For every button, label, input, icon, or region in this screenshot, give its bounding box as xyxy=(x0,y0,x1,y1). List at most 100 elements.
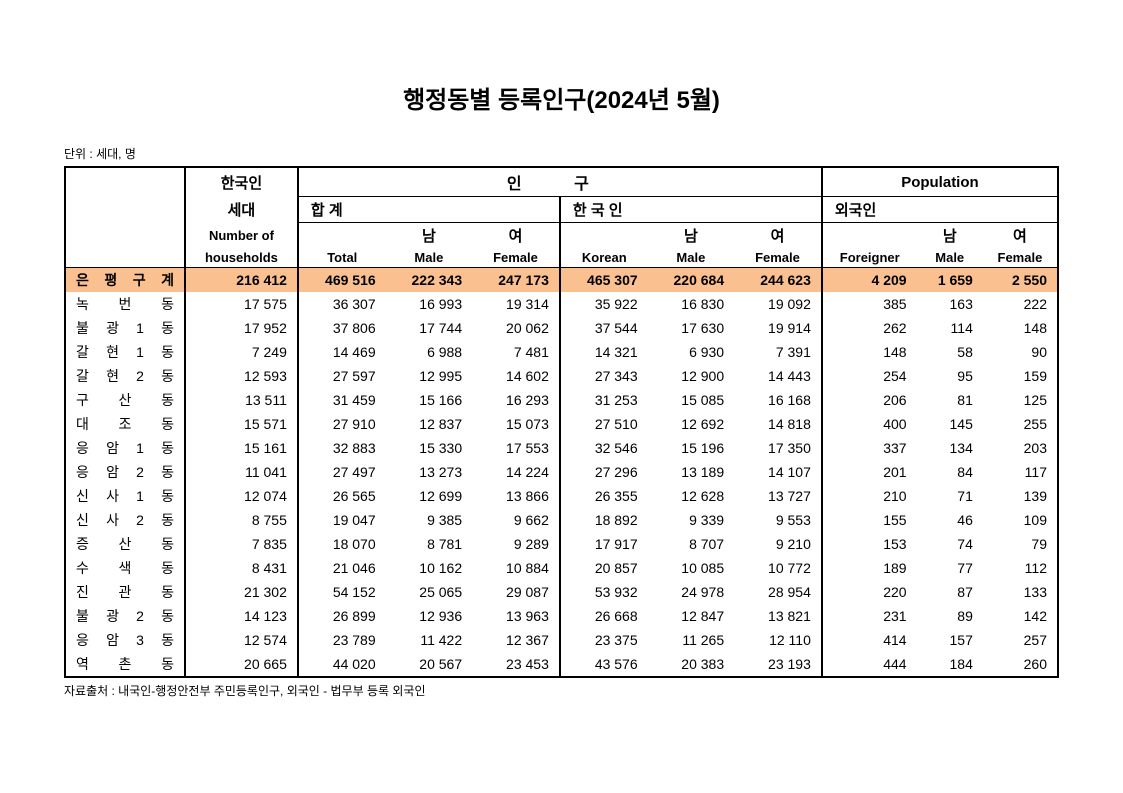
korean: 37 544 xyxy=(560,316,648,340)
total-female: 15 073 xyxy=(472,412,560,436)
korean-male: 16 830 xyxy=(648,292,734,316)
total: 44 020 xyxy=(298,652,386,677)
households: 12 074 xyxy=(185,484,298,508)
households: 21 302 xyxy=(185,580,298,604)
foreigner-male: 89 xyxy=(917,604,983,628)
total: 32 883 xyxy=(298,436,386,460)
total-female: 13 866 xyxy=(472,484,560,508)
col-for-female-kor: 여 xyxy=(983,223,1058,249)
col-foreign-eng: Foreigner xyxy=(822,248,917,268)
households: 13 511 xyxy=(185,388,298,412)
foreigner-male: 84 xyxy=(917,460,983,484)
foreigner-male: 95 xyxy=(917,364,983,388)
district-name: 증 산 동 xyxy=(65,532,185,556)
foreigner: 385 xyxy=(822,292,917,316)
foreigner-female: 159 xyxy=(983,364,1058,388)
foreigner-female: 112 xyxy=(983,556,1058,580)
korean: 32 546 xyxy=(560,436,648,460)
page-title: 행정동별 등록인구(2024년 5월) xyxy=(64,80,1059,115)
foreigner-female: 125 xyxy=(983,388,1058,412)
households: 216 412 xyxy=(185,268,298,293)
total: 14 469 xyxy=(298,340,386,364)
foreigner-female: 148 xyxy=(983,316,1058,340)
total-row: 은 평 구 계216 412469 516222 343247 173465 3… xyxy=(65,268,1058,293)
total-female: 13 963 xyxy=(472,604,560,628)
foreigner-male: 87 xyxy=(917,580,983,604)
district-name: 진 관 동 xyxy=(65,580,185,604)
korean-male: 9 339 xyxy=(648,508,734,532)
table-row: 역 촌 동20 66544 02020 56723 45343 57620 38… xyxy=(65,652,1058,677)
total-male: 15 166 xyxy=(386,388,472,412)
total: 26 899 xyxy=(298,604,386,628)
blank xyxy=(298,223,386,249)
households: 15 161 xyxy=(185,436,298,460)
district-name: 응 암 1 동 xyxy=(65,436,185,460)
col-for-female-eng: Female xyxy=(983,248,1058,268)
korean-male: 15 196 xyxy=(648,436,734,460)
col-total-female-kor: 여 xyxy=(472,223,560,249)
table-row: 신 사 2 동8 75519 0479 3859 66218 8929 3399… xyxy=(65,508,1058,532)
foreigner-female: 255 xyxy=(983,412,1058,436)
col-total-kor: 합 계 xyxy=(298,197,560,223)
total-male: 25 065 xyxy=(386,580,472,604)
total-male: 10 162 xyxy=(386,556,472,580)
total-female: 23 453 xyxy=(472,652,560,677)
district-name: 역 촌 동 xyxy=(65,652,185,677)
total: 54 152 xyxy=(298,580,386,604)
korean: 20 857 xyxy=(560,556,648,580)
korean: 14 321 xyxy=(560,340,648,364)
blank xyxy=(560,223,648,249)
total: 27 910 xyxy=(298,412,386,436)
district-name: 불 광 1 동 xyxy=(65,316,185,340)
foreigner: 148 xyxy=(822,340,917,364)
households: 11 041 xyxy=(185,460,298,484)
table-row: 진 관 동21 30254 15225 06529 08753 93224 97… xyxy=(65,580,1058,604)
col-kor-male-kor: 남 xyxy=(648,223,734,249)
korean-female: 13 821 xyxy=(734,604,822,628)
korean: 27 296 xyxy=(560,460,648,484)
table-row: 응 암 2 동11 04127 49713 27314 22427 29613 … xyxy=(65,460,1058,484)
col-korean-eng: Korean xyxy=(560,248,648,268)
foreigner-male: 77 xyxy=(917,556,983,580)
foreigner-male: 157 xyxy=(917,628,983,652)
foreigner-female: 79 xyxy=(983,532,1058,556)
korean-female: 7 391 xyxy=(734,340,822,364)
korean-male: 11 265 xyxy=(648,628,734,652)
foreigner: 400 xyxy=(822,412,917,436)
korean: 27 343 xyxy=(560,364,648,388)
total-female: 20 062 xyxy=(472,316,560,340)
district-name: 은 평 구 계 xyxy=(65,268,185,293)
district-name: 신 사 2 동 xyxy=(65,508,185,532)
total-male: 13 273 xyxy=(386,460,472,484)
total-male: 17 744 xyxy=(386,316,472,340)
total-female: 16 293 xyxy=(472,388,560,412)
total-male: 12 837 xyxy=(386,412,472,436)
total: 23 789 xyxy=(298,628,386,652)
total-female: 29 087 xyxy=(472,580,560,604)
total-female: 14 224 xyxy=(472,460,560,484)
total-male: 15 330 xyxy=(386,436,472,460)
total-male: 16 993 xyxy=(386,292,472,316)
foreigner-male: 74 xyxy=(917,532,983,556)
total: 18 070 xyxy=(298,532,386,556)
foreigner: 4 209 xyxy=(822,268,917,293)
foreigner: 155 xyxy=(822,508,917,532)
foreigner-male: 46 xyxy=(917,508,983,532)
col-hh-kor: 한국인 xyxy=(185,167,298,197)
district-name: 대 조 동 xyxy=(65,412,185,436)
korean: 31 253 xyxy=(560,388,648,412)
table-row: 녹 번 동17 57536 30716 99319 31435 92216 83… xyxy=(65,292,1058,316)
total-female: 7 481 xyxy=(472,340,560,364)
total-female: 17 553 xyxy=(472,436,560,460)
district-name: 갈 현 2 동 xyxy=(65,364,185,388)
korean-female: 12 110 xyxy=(734,628,822,652)
korean-male: 12 847 xyxy=(648,604,734,628)
korean-female: 28 954 xyxy=(734,580,822,604)
korean-male: 13 189 xyxy=(648,460,734,484)
col-hh-eng1: Number of xyxy=(185,223,298,249)
table-row: 응 암 3 동12 57423 78911 42212 36723 37511 … xyxy=(65,628,1058,652)
foreigner-female: 257 xyxy=(983,628,1058,652)
table-row: 응 암 1 동15 16132 88315 33017 55332 54615 … xyxy=(65,436,1058,460)
foreigner: 231 xyxy=(822,604,917,628)
pop-kor-text: 인 구 xyxy=(507,176,613,193)
